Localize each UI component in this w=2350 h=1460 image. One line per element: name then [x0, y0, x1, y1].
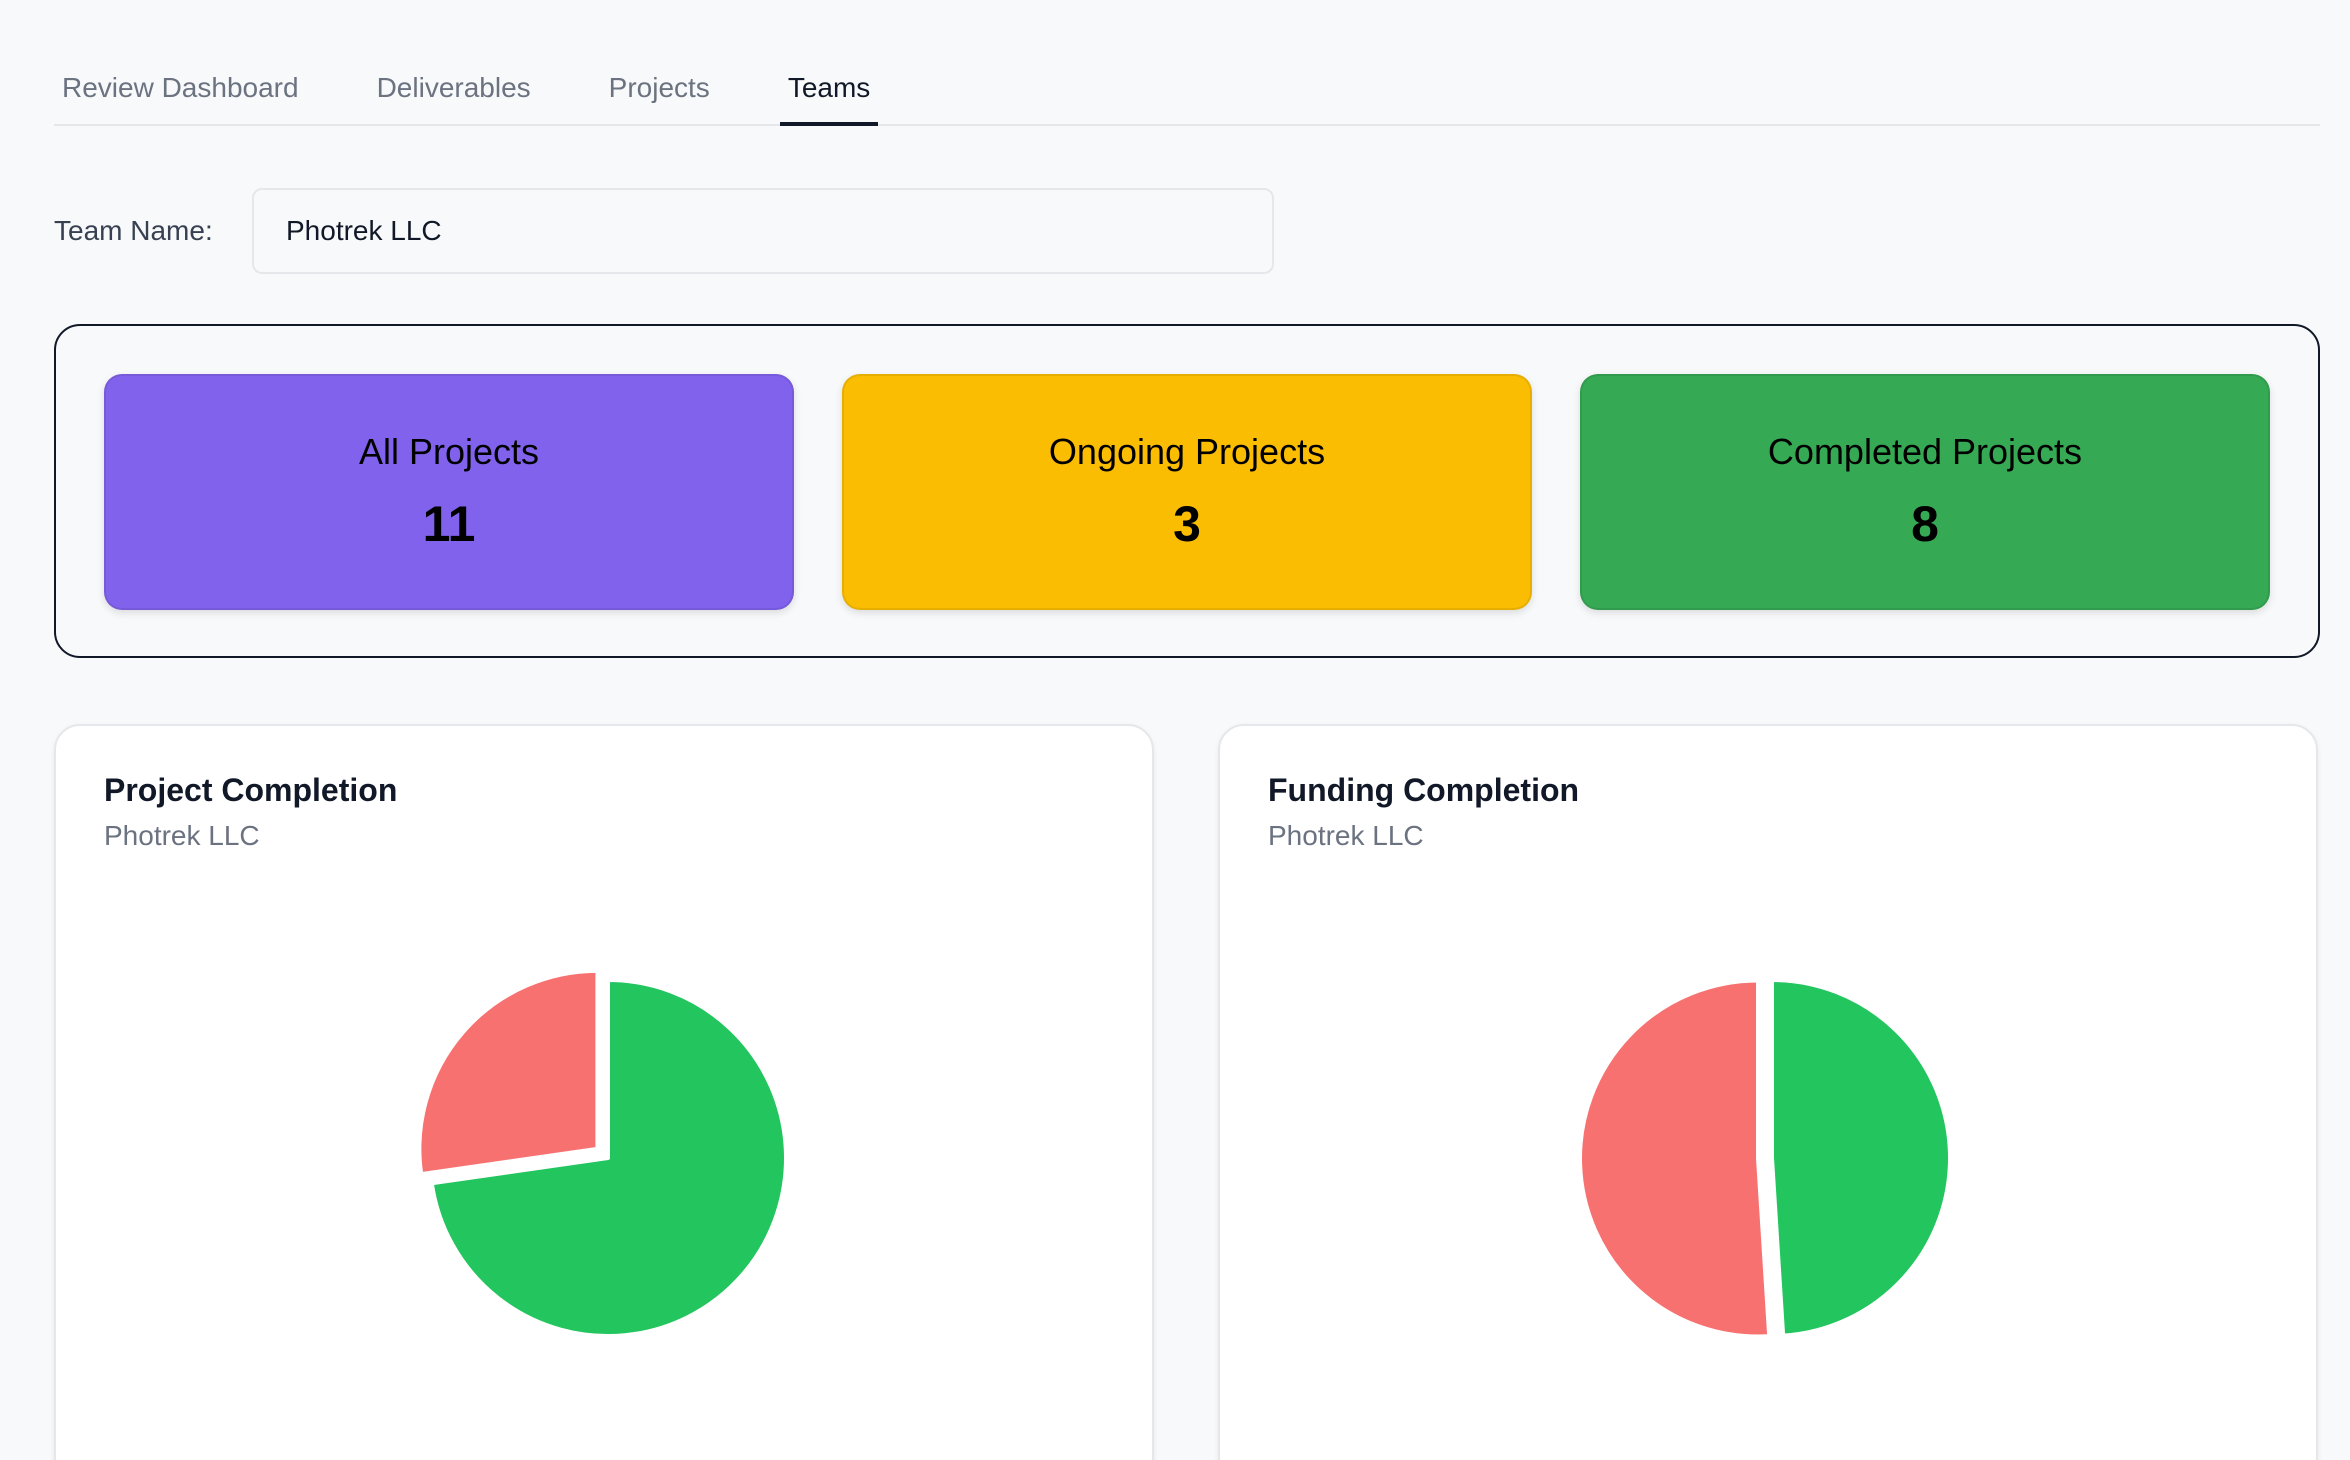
- funding-pie-slice-remaining: [1578, 978, 1772, 1339]
- tab-teams[interactable]: Teams: [779, 72, 879, 126]
- funding-completion-card: Funding Completion Photrek LLC: [1218, 724, 2318, 1460]
- team-name-label: Team Name:: [54, 215, 213, 246]
- project-completion-card: Project Completion Photrek LLC: [54, 724, 1154, 1460]
- all-projects-count: 11: [422, 496, 476, 552]
- project-pie-slice-remaining: [417, 968, 600, 1177]
- all-projects-card: All Projects 11: [104, 374, 794, 610]
- completed-projects-label: Completed Projects: [1767, 431, 2083, 472]
- ongoing-projects-count: 3: [1173, 496, 1201, 552]
- project-completion-subtitle: Photrek LLC: [104, 820, 260, 851]
- tab-bar: Review Dashboard Deliverables Projects T…: [54, 44, 2320, 126]
- funding-completion-title: Funding Completion: [1268, 772, 1580, 808]
- team-name-row: Team Name:: [54, 188, 1274, 274]
- project-pie-slice-completed: [429, 978, 788, 1338]
- stats-panel: All Projects 11 Ongoing Projects 3 Compl…: [54, 324, 2320, 658]
- tab-deliverables[interactable]: Deliverables: [376, 72, 531, 103]
- project-completion-title: Project Completion: [104, 772, 398, 808]
- ongoing-projects-label: Ongoing Projects: [1048, 431, 1326, 472]
- completed-projects-count: 8: [1911, 496, 1939, 552]
- funding-completion-pie: [1578, 978, 1952, 1339]
- tab-projects[interactable]: Projects: [608, 72, 710, 103]
- funding-pie-slice-completed: [1770, 978, 1952, 1338]
- completed-projects-card: Completed Projects 8: [1580, 374, 2270, 610]
- all-projects-label: All Projects: [358, 431, 540, 472]
- funding-completion-subtitle: Photrek LLC: [1268, 820, 1424, 851]
- ongoing-projects-card: Ongoing Projects 3: [842, 374, 1532, 610]
- tab-review-dashboard[interactable]: Review Dashboard: [62, 72, 299, 103]
- team-name-input[interactable]: [252, 188, 1274, 274]
- project-completion-pie: [417, 968, 788, 1338]
